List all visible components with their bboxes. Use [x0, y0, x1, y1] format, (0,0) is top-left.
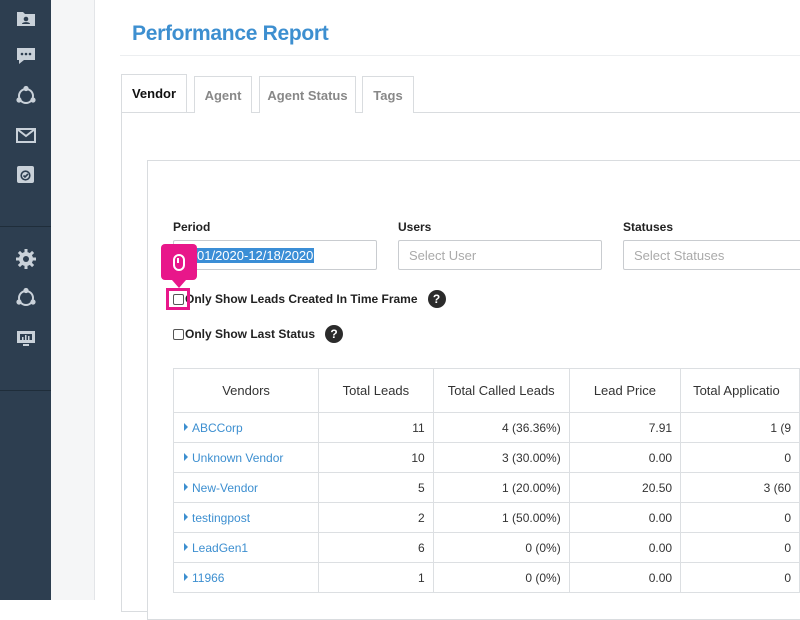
vendor-cell[interactable]: ABCCorp: [172, 412, 320, 443]
statuses-label: Statuses: [623, 220, 674, 234]
total-leads-cell: 11: [318, 412, 434, 443]
lead-price-cell: 7.91: [568, 412, 682, 443]
vendor-cell[interactable]: New-Vendor: [172, 472, 320, 503]
users-label: Users: [398, 220, 432, 234]
vendor-cell[interactable]: LeadGen1: [172, 532, 320, 563]
tab-agent-status[interactable]: Agent Status: [259, 76, 356, 113]
sidebar-gutter: [51, 0, 95, 600]
expand-caret-icon[interactable]: [184, 542, 188, 551]
vendor-cell[interactable]: Unknown Vendor: [172, 442, 320, 473]
total-leads-cell: 6: [318, 532, 434, 563]
total-called-cell: 1 (50.00%): [432, 502, 570, 533]
total-applications-cell: 0: [680, 562, 800, 593]
reports-monitor-icon[interactable]: [0, 320, 51, 356]
task-check-icon[interactable]: [0, 156, 51, 192]
period-input[interactable]: 01/2020-12/18/2020: [173, 240, 377, 270]
expand-caret-icon[interactable]: [184, 572, 188, 581]
settings-gear-icon[interactable]: [0, 241, 51, 277]
column-header-lead-price[interactable]: Lead Price: [568, 368, 682, 413]
total-leads-cell: 5: [318, 472, 434, 503]
expand-caret-icon[interactable]: [184, 512, 188, 521]
mail-icon[interactable]: [0, 117, 51, 153]
lead-price-cell: 0.00: [568, 442, 682, 473]
users-select[interactable]: Select User: [398, 240, 602, 270]
network-icon[interactable]: [0, 78, 51, 114]
help-question-icon[interactable]: ?: [325, 325, 344, 343]
total-leads-cell: 1: [318, 562, 434, 593]
click-marker-pointer: [172, 280, 186, 288]
page-title: Performance Report: [132, 22, 329, 45]
total-leads-cell: 2: [318, 502, 434, 533]
table-row[interactable]: 11966 1 0 (0%) 0.00 0: [172, 562, 800, 593]
table-row[interactable]: testingpost 2 1 (50.00%) 0.00 0: [172, 502, 800, 533]
table-row[interactable]: ABCCorp 11 4 (36.36%) 7.91 1 (9: [172, 412, 800, 443]
sidebar-divider: [0, 226, 51, 227]
tab-agent[interactable]: Agent: [194, 76, 252, 113]
only-time-frame-checkbox[interactable]: [173, 293, 184, 305]
table-row[interactable]: Unknown Vendor 10 3 (30.00%) 0.00 0: [172, 442, 800, 473]
vendor-cell[interactable]: testingpost: [172, 502, 320, 533]
total-called-cell: 0 (0%): [432, 532, 570, 563]
total-applications-cell: 3 (60: [680, 472, 800, 503]
table-row[interactable]: LeadGen1 6 0 (0%) 0.00 0: [172, 532, 800, 563]
title-divider: [120, 55, 800, 56]
only-last-status-label[interactable]: Only Show Last Status: [185, 327, 316, 341]
only-last-status-checkbox[interactable]: [173, 328, 184, 340]
mouse-click-icon: [161, 244, 197, 280]
table-row[interactable]: New-Vendor 5 1 (20.00%) 20.50 3 (60: [172, 472, 800, 503]
vendor-cell[interactable]: 11966: [172, 562, 320, 593]
expand-caret-icon[interactable]: [184, 422, 188, 431]
lead-price-cell: 20.50: [568, 472, 682, 503]
total-called-cell: 4 (36.36%): [432, 412, 570, 443]
only-time-frame-row: Only Show Leads Created In Time Frame ?: [173, 290, 446, 308]
period-selected-text: 01/2020-12/18/2020: [196, 247, 315, 263]
column-header-total-called-leads[interactable]: Total Called Leads: [432, 368, 570, 413]
total-applications-cell: 1 (9: [680, 412, 800, 443]
total-called-cell: 1 (20.00%): [432, 472, 570, 503]
total-called-cell: 0 (0%): [432, 562, 570, 593]
chat-icon[interactable]: [0, 38, 51, 74]
lead-price-cell: 0.00: [568, 532, 682, 563]
total-applications-cell: 0: [680, 532, 800, 563]
vendor-report-table: Vendors Total Leads Total Called Leads L…: [172, 368, 800, 593]
only-time-frame-label[interactable]: Only Show Leads Created In Time Frame: [185, 292, 418, 306]
click-target-highlight: [166, 288, 190, 310]
contacts-folder-icon[interactable]: [0, 0, 51, 36]
total-leads-cell: 10: [318, 442, 434, 473]
expand-caret-icon[interactable]: [184, 452, 188, 461]
statuses-select[interactable]: Select Statuses: [623, 240, 800, 270]
help-question-icon[interactable]: ?: [427, 290, 446, 308]
integrations-network-icon[interactable]: [0, 280, 51, 316]
expand-caret-icon[interactable]: [184, 482, 188, 491]
period-label: Period: [173, 220, 211, 234]
table-header-row: Vendors Total Leads Total Called Leads L…: [172, 368, 800, 413]
sidebar: [0, 0, 51, 600]
column-header-total-applications[interactable]: Total Applicatio: [680, 368, 800, 413]
tab-vendor[interactable]: Vendor: [121, 74, 187, 112]
column-header-total-leads[interactable]: Total Leads: [318, 368, 434, 413]
only-last-status-row: Only Show Last Status ?: [173, 325, 344, 343]
column-header-vendors[interactable]: Vendors: [172, 368, 320, 413]
lead-price-cell: 0.00: [568, 502, 682, 533]
lead-price-cell: 0.00: [568, 562, 682, 593]
total-called-cell: 3 (30.00%): [432, 442, 570, 473]
tab-tags[interactable]: Tags: [362, 76, 414, 113]
sidebar-divider: [0, 390, 51, 391]
total-applications-cell: 0: [680, 502, 800, 533]
total-applications-cell: 0: [680, 442, 800, 473]
